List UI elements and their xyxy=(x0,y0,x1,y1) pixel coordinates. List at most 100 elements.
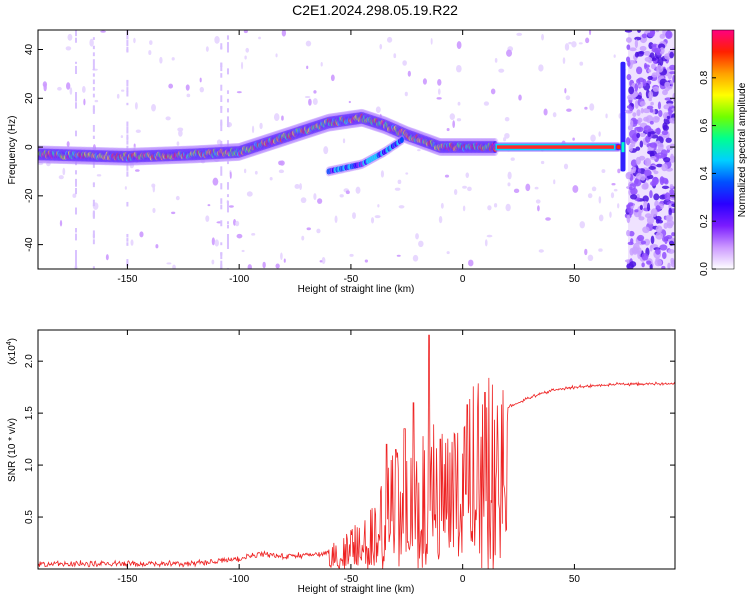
noise-region-blob xyxy=(658,109,663,118)
noise-column-speck xyxy=(74,207,77,210)
heatmap-x-axis-title: Height of straight line (km) xyxy=(298,284,415,295)
noise-column-speck xyxy=(226,90,229,94)
noise-speck xyxy=(149,40,153,45)
noise-region-blob xyxy=(669,51,674,59)
noise-speck xyxy=(404,91,408,97)
colorbar-tick-label: 0.0 xyxy=(699,262,710,276)
noise-column-speck xyxy=(74,187,77,195)
noise-column-speck xyxy=(126,165,129,171)
noise-speck xyxy=(171,211,176,215)
noise-speck xyxy=(243,30,248,34)
vertical-streak-core xyxy=(621,142,625,153)
noise-column-speck xyxy=(220,198,223,204)
noise-speck xyxy=(319,260,323,263)
noise-speck xyxy=(584,106,588,110)
colorbar-tick-label: 0.6 xyxy=(699,118,710,132)
noise-region-blob xyxy=(663,222,668,229)
noise-speck xyxy=(166,262,172,265)
noise-region-blob xyxy=(657,101,662,110)
noise-speck xyxy=(199,77,202,83)
noise-region-blob xyxy=(649,120,654,125)
noise-region-blob xyxy=(671,232,675,237)
noise-speck xyxy=(96,174,102,177)
noise-column-speck xyxy=(220,140,223,146)
noise-region-blob xyxy=(659,176,665,185)
noise-region-blob xyxy=(641,262,645,268)
noise-region-blob xyxy=(641,252,649,261)
noise-speck xyxy=(155,244,159,249)
noise-region-blob xyxy=(666,115,670,120)
noise-region-blob xyxy=(663,104,670,110)
x-tick-label: -150 xyxy=(117,574,137,585)
noise-region-blob xyxy=(632,112,637,117)
noise-column-speck xyxy=(226,45,229,50)
noise-region-blob xyxy=(659,47,665,55)
noise-column-speck xyxy=(126,259,129,266)
noise-region-blob xyxy=(652,86,660,92)
noise-speck xyxy=(175,195,180,201)
noise-region-blob xyxy=(634,36,642,41)
noise-region-blob xyxy=(641,33,647,39)
noise-region-blob xyxy=(662,89,668,96)
noise-column-speck xyxy=(74,263,77,269)
noise-speck xyxy=(438,215,443,224)
x-tick-label: -50 xyxy=(344,574,359,585)
noise-region-blob xyxy=(662,251,667,260)
noise-region-blob xyxy=(637,234,645,242)
noise-column-speck xyxy=(74,182,77,187)
noise-speck xyxy=(306,227,311,231)
noise-region-blob xyxy=(625,172,631,180)
noise-column-speck xyxy=(92,230,95,238)
noise-speck xyxy=(323,146,329,155)
x-tick-label: -100 xyxy=(229,274,249,285)
noise-column-speck xyxy=(74,30,77,37)
noise-column-speck xyxy=(126,171,129,177)
noise-speck xyxy=(151,104,156,112)
noise-column-speck xyxy=(220,260,223,268)
noise-region-blob xyxy=(637,77,645,83)
noise-column-speck xyxy=(226,182,229,187)
noise-speck xyxy=(308,98,312,106)
noise-speck xyxy=(165,116,171,121)
noise-region-blob xyxy=(629,186,633,191)
noise-speck xyxy=(148,50,152,56)
noise-region-blob xyxy=(667,248,675,254)
noise-column-speck xyxy=(226,203,229,209)
noise-column-speck xyxy=(126,40,129,47)
noise-speck xyxy=(275,263,280,269)
noise-speck xyxy=(241,249,245,253)
noise-speck xyxy=(465,172,470,178)
noise-column-speck xyxy=(226,186,229,190)
noise-column-speck xyxy=(92,124,95,132)
noise-region-blob xyxy=(657,219,664,224)
noise-column-speck xyxy=(92,87,95,91)
noise-speck xyxy=(43,83,47,92)
noise-speck xyxy=(133,37,136,44)
noise-region-blob xyxy=(646,260,652,265)
noise-speck xyxy=(394,136,398,139)
noise-column-speck xyxy=(220,252,223,260)
noise-speck xyxy=(116,93,120,99)
noise-region-blob xyxy=(649,142,658,148)
noise-region-blob xyxy=(646,105,654,110)
noise-speck xyxy=(89,38,94,47)
noise-speck xyxy=(245,47,250,53)
noise-speck xyxy=(240,61,244,70)
noise-region-blob xyxy=(652,176,659,186)
noise-region-blob xyxy=(666,144,674,151)
noise-speck xyxy=(251,125,255,134)
noise-speck xyxy=(139,231,144,238)
noise-speck xyxy=(455,64,462,73)
noise-speck xyxy=(507,171,512,180)
noise-speck xyxy=(57,86,62,91)
noise-speck xyxy=(205,46,209,52)
heatmap-y-ticks: -40 -20 0 20 40 xyxy=(24,44,675,252)
noise-column-speck xyxy=(220,242,223,246)
noise-region-blob xyxy=(650,208,658,218)
noise-column-speck xyxy=(92,59,95,66)
noise-column-speck xyxy=(226,46,229,53)
noise-speck xyxy=(579,221,585,229)
noise-region-blob xyxy=(636,66,643,75)
noise-speck xyxy=(269,177,273,181)
noise-speck xyxy=(617,168,621,174)
